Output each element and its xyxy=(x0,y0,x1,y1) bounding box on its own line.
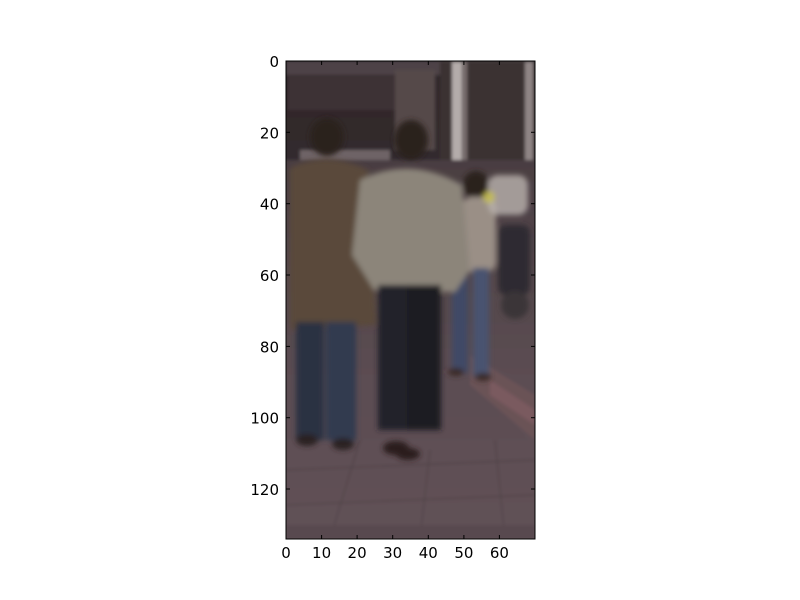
x-axis xyxy=(285,61,500,539)
axes-frame xyxy=(285,60,536,540)
x-tick-label: 40 xyxy=(419,544,438,562)
y-tick-label: 60 xyxy=(260,267,279,285)
x-tick-label: 0 xyxy=(281,544,291,562)
x-tick-label: 20 xyxy=(348,544,367,562)
y-tick-label: 0 xyxy=(269,53,279,71)
y-tick-label: 100 xyxy=(250,410,279,428)
x-tick-label: 60 xyxy=(490,544,509,562)
y-tick-label: 120 xyxy=(250,481,279,499)
y-tick-label: 40 xyxy=(260,196,279,214)
x-tick-label: 10 xyxy=(312,544,331,562)
y-tick-label: 20 xyxy=(260,124,279,142)
photo-image xyxy=(286,61,535,539)
x-tick-label: 50 xyxy=(454,544,473,562)
y-tick-label: 80 xyxy=(260,338,279,356)
x-tick-label: 30 xyxy=(383,544,402,562)
y-axis xyxy=(286,60,535,490)
